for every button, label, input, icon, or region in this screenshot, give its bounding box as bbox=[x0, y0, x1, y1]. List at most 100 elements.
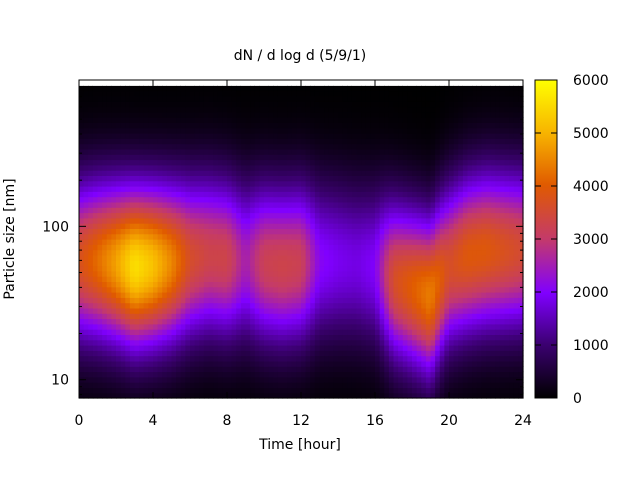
heatmap-cell bbox=[296, 80, 302, 86]
heatmap-cell bbox=[435, 318, 441, 325]
heatmap-cell bbox=[379, 260, 385, 267]
heatmap-cell bbox=[231, 138, 237, 145]
heatmap-cell bbox=[277, 138, 284, 145]
heatmap-cell bbox=[435, 154, 441, 161]
heatmap-cell bbox=[208, 117, 214, 123]
heatmap-cell bbox=[236, 286, 242, 293]
heatmap-cell bbox=[379, 180, 385, 187]
heatmap-cell bbox=[166, 143, 173, 150]
heatmap-cell bbox=[384, 138, 390, 145]
heatmap-cell bbox=[236, 329, 242, 335]
heatmap-cell bbox=[222, 307, 228, 314]
heatmap-cell bbox=[106, 350, 112, 357]
heatmap-cell bbox=[375, 276, 381, 282]
heatmap-cell bbox=[171, 286, 177, 293]
heatmap-cell bbox=[125, 228, 131, 235]
heatmap-cell bbox=[106, 80, 112, 86]
heatmap-cell bbox=[449, 106, 455, 113]
heatmap-cell bbox=[324, 307, 330, 314]
heatmap-cell bbox=[92, 387, 99, 394]
heatmap-cell bbox=[402, 138, 408, 145]
heatmap-cell bbox=[213, 254, 219, 261]
heatmap-cell bbox=[388, 392, 395, 399]
heatmap-cell bbox=[185, 371, 191, 378]
heatmap-cell bbox=[102, 355, 108, 362]
heatmap-cell bbox=[356, 127, 362, 134]
heatmap-cell bbox=[171, 366, 177, 373]
heatmap-cell bbox=[236, 207, 242, 214]
heatmap-cell bbox=[194, 286, 200, 293]
heatmap-cell bbox=[296, 223, 302, 229]
heatmap-cell bbox=[291, 127, 297, 134]
heatmap-cell bbox=[296, 313, 302, 320]
heatmap-cell bbox=[97, 244, 103, 251]
heatmap-cell bbox=[412, 233, 418, 240]
heatmap-cell bbox=[203, 196, 210, 203]
heatmap-cell bbox=[208, 180, 214, 187]
heatmap-cell bbox=[375, 329, 381, 335]
heatmap-cell bbox=[416, 286, 422, 293]
heatmap-cell bbox=[338, 228, 344, 235]
heatmap-cell bbox=[97, 292, 103, 298]
heatmap-cell bbox=[231, 371, 237, 378]
heatmap-cell bbox=[245, 323, 251, 330]
heatmap-cell bbox=[79, 148, 85, 155]
heatmap-cell bbox=[444, 180, 450, 187]
heatmap-cell bbox=[347, 371, 353, 378]
heatmap-cell bbox=[240, 334, 247, 341]
heatmap-cell bbox=[125, 371, 131, 378]
heatmap-cell bbox=[125, 292, 131, 298]
heatmap-cell bbox=[250, 281, 256, 288]
heatmap-cell bbox=[111, 297, 117, 304]
heatmap-cell bbox=[287, 355, 293, 362]
heatmap-cell bbox=[240, 366, 247, 373]
heatmap-cell bbox=[236, 371, 242, 378]
heatmap-cell bbox=[92, 196, 99, 203]
heatmap-cell bbox=[125, 212, 131, 219]
heatmap-cell bbox=[388, 133, 395, 139]
heatmap-cell bbox=[139, 286, 145, 293]
heatmap-cell bbox=[254, 260, 260, 267]
heatmap-cell bbox=[199, 345, 205, 351]
heatmap-cell bbox=[148, 350, 154, 357]
heatmap-cell bbox=[139, 382, 145, 388]
heatmap-cell bbox=[139, 350, 145, 357]
heatmap-cell bbox=[375, 265, 381, 272]
heatmap-cell bbox=[328, 228, 334, 235]
heatmap-cell bbox=[421, 355, 427, 362]
heatmap-cell bbox=[314, 127, 321, 134]
heatmap-cell bbox=[444, 191, 450, 198]
heatmap-cell bbox=[365, 345, 371, 351]
heatmap-cell bbox=[254, 249, 260, 256]
heatmap-cell bbox=[444, 318, 450, 325]
heatmap-cell bbox=[203, 350, 210, 357]
heatmap-cell bbox=[208, 254, 214, 261]
heatmap-cell bbox=[162, 339, 168, 346]
heatmap-cell bbox=[213, 122, 219, 129]
heatmap-cell bbox=[388, 80, 395, 86]
heatmap-cell bbox=[143, 148, 149, 155]
heatmap-cell bbox=[338, 196, 344, 203]
heatmap-cell bbox=[194, 170, 200, 176]
heatmap-cell bbox=[176, 297, 182, 304]
heatmap-cell bbox=[162, 355, 168, 362]
heatmap-cell bbox=[185, 170, 191, 176]
heatmap-cell bbox=[194, 143, 200, 150]
heatmap-cell bbox=[301, 101, 307, 108]
heatmap-cell bbox=[291, 180, 297, 187]
heatmap-cell bbox=[190, 360, 196, 367]
heatmap-cell bbox=[97, 186, 103, 192]
heatmap-cell bbox=[180, 186, 186, 192]
heatmap-cell bbox=[458, 191, 464, 198]
heatmap-cell bbox=[171, 355, 177, 362]
heatmap-cell bbox=[338, 382, 344, 388]
heatmap-cell bbox=[240, 323, 247, 330]
heatmap-cell bbox=[282, 302, 288, 309]
heatmap-cell bbox=[407, 270, 413, 277]
heatmap-cell bbox=[254, 239, 260, 245]
heatmap-cell bbox=[351, 239, 358, 245]
heatmap-cell bbox=[287, 159, 293, 166]
heatmap-cell bbox=[166, 350, 173, 357]
heatmap-cell bbox=[106, 106, 112, 113]
heatmap-cell bbox=[370, 233, 376, 240]
